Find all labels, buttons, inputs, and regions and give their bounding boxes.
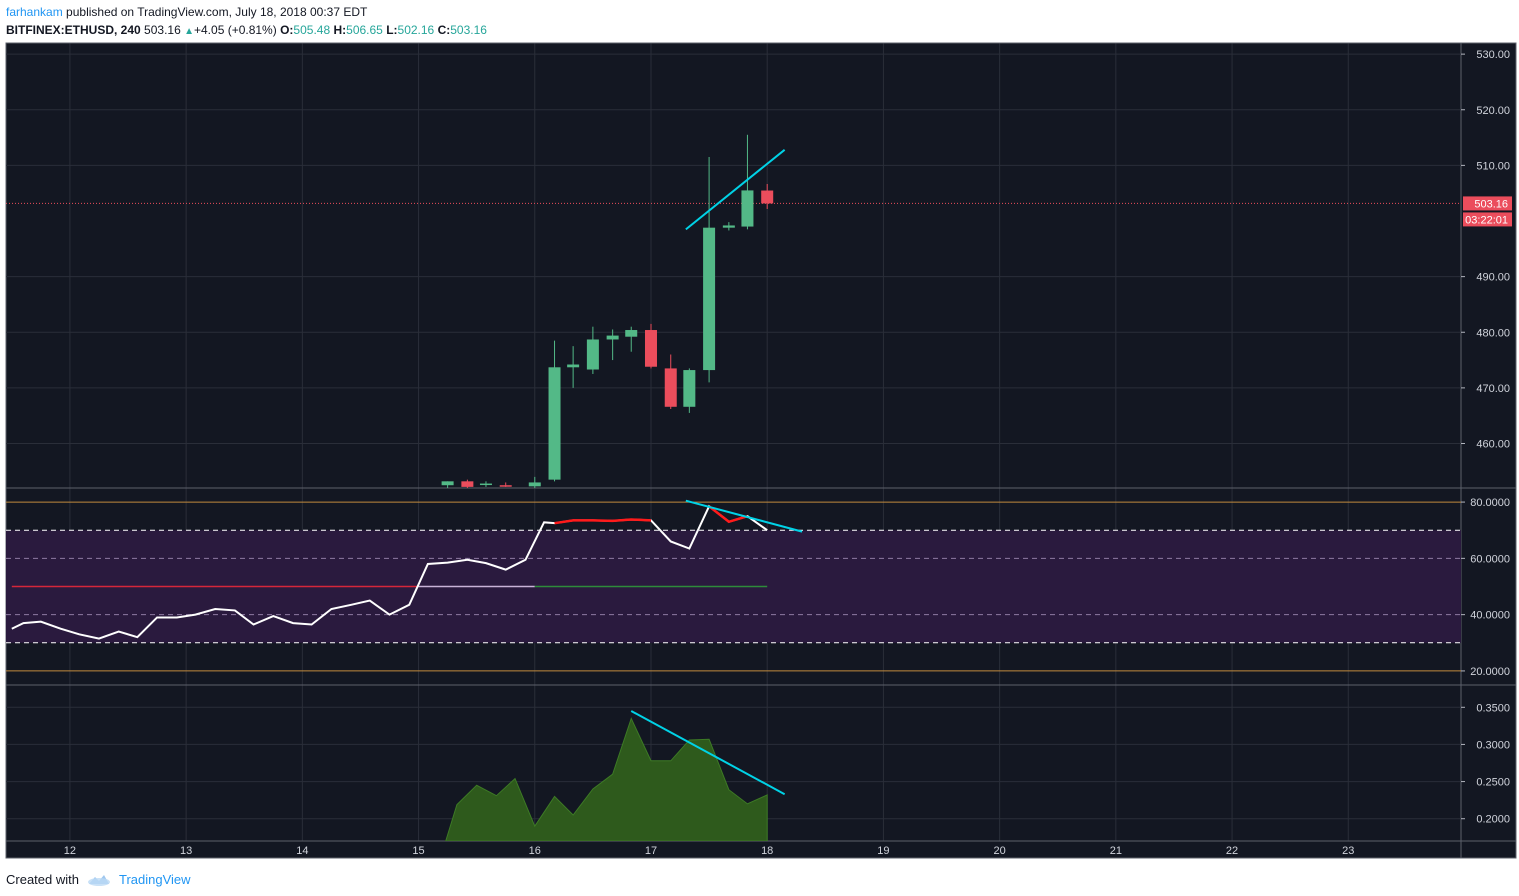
candle-up: [567, 364, 580, 368]
time-axis-background: [6, 841, 1461, 858]
candle-up: [606, 335, 619, 340]
rsi-group: [11, 499, 803, 640]
area-trendline: [630, 710, 786, 796]
candle-up: [479, 483, 492, 486]
candle-up: [528, 482, 541, 487]
time-tick-label: 12: [64, 845, 76, 857]
rsi-tick-label: 60.0000: [1470, 553, 1510, 565]
area-tick-label: 0.2500: [1476, 777, 1510, 789]
area-tick-label: 0.2000: [1476, 814, 1510, 826]
candle-down: [664, 368, 677, 407]
area-tick-label: 0.3500: [1476, 702, 1510, 714]
chart-frame: [5, 42, 1517, 859]
ohlc-line: BITFINEX:ETHUSD, 240 503.16 ▲+4.05 (+0.8…: [6, 21, 487, 41]
low-label: L:: [386, 23, 398, 37]
price-axis-background: [1461, 43, 1516, 858]
time-tick-label: 22: [1226, 845, 1238, 857]
candle-down: [644, 330, 657, 367]
rsi-trendline: [685, 499, 803, 533]
close-label: C:: [437, 23, 451, 37]
time-tick-label: 19: [877, 845, 889, 857]
candle-up: [625, 330, 638, 337]
candles-group: [441, 134, 786, 488]
area-tick-label: 0.3000: [1476, 739, 1510, 751]
high-label: H:: [333, 23, 347, 37]
candle-up: [741, 190, 754, 227]
countdown-badge: [1463, 212, 1512, 227]
price-tick-label: 510.00: [1476, 160, 1510, 172]
area-fill: [444, 717, 768, 841]
time-tick-label: 18: [761, 845, 773, 857]
countdown-badge-label: 03:22:01: [1465, 214, 1508, 226]
author-link[interactable]: farhankam: [6, 5, 63, 19]
rsi-tick-label: 40.0000: [1470, 610, 1510, 622]
time-tick-label: 14: [296, 845, 308, 857]
price-tick-label: 490.00: [1476, 272, 1510, 284]
published-text: published on TradingView.com, July 18, 2…: [66, 5, 368, 19]
price-tick-label: 470.00: [1476, 383, 1510, 395]
rsi-tick-label: 20.0000: [1470, 666, 1510, 678]
candle-down: [499, 485, 512, 487]
open-value: 505.48: [293, 23, 331, 37]
close-value: 503.16: [450, 23, 487, 37]
price-tick-label: 460.00: [1476, 439, 1510, 451]
symbol-label[interactable]: BITFINEX:ETHUSD, 240: [6, 23, 141, 37]
candle-up: [703, 227, 716, 371]
area-group: [444, 710, 786, 841]
last-price-badge-label: 503.16: [1474, 198, 1508, 210]
low-value: 502.16: [397, 23, 435, 37]
publish-line: farhankam published on TradingView.com, …: [6, 3, 487, 21]
last-price: 503.16: [144, 23, 181, 37]
chart-header: farhankam published on TradingView.com, …: [6, 3, 487, 41]
price-tick-label: 520.00: [1476, 105, 1510, 117]
change-value: +4.05 (+0.81%): [194, 23, 277, 37]
candle-up: [722, 225, 735, 228]
tradingview-logo-icon: [87, 875, 110, 886]
price-tick-label: 530.00: [1476, 49, 1510, 61]
candle-up: [683, 370, 696, 407]
candle-up: [441, 481, 454, 486]
open-label: O:: [280, 23, 294, 37]
candle-up: [586, 339, 599, 370]
candle-down: [761, 190, 774, 204]
time-tick-label: 17: [645, 845, 657, 857]
time-tick-label: 13: [180, 845, 192, 857]
candle-down: [461, 481, 474, 487]
high-value: 506.65: [346, 23, 383, 37]
last-price-badge: [1463, 196, 1512, 211]
rsi-divergence-segment: [708, 505, 748, 524]
chart-background: [6, 43, 1461, 841]
rsi-tick-label: 80.0000: [1470, 497, 1510, 509]
created-with-text: Created with: [6, 871, 79, 887]
time-tick-label: 20: [994, 845, 1006, 857]
price-tick-label: 480.00: [1476, 327, 1510, 339]
candle-up: [548, 367, 561, 480]
up-arrow-icon: ▲: [184, 26, 194, 37]
footer: Created with TradingView: [6, 868, 191, 890]
time-tick-label: 16: [529, 845, 541, 857]
price-trendline: [685, 149, 786, 231]
tradingview-brand-link[interactable]: TradingView: [118, 871, 191, 887]
time-tick-label: 21: [1110, 845, 1122, 857]
time-tick-label: 23: [1342, 845, 1354, 857]
time-tick-label: 15: [412, 845, 424, 857]
rsi-overbought-segment: [554, 518, 652, 525]
